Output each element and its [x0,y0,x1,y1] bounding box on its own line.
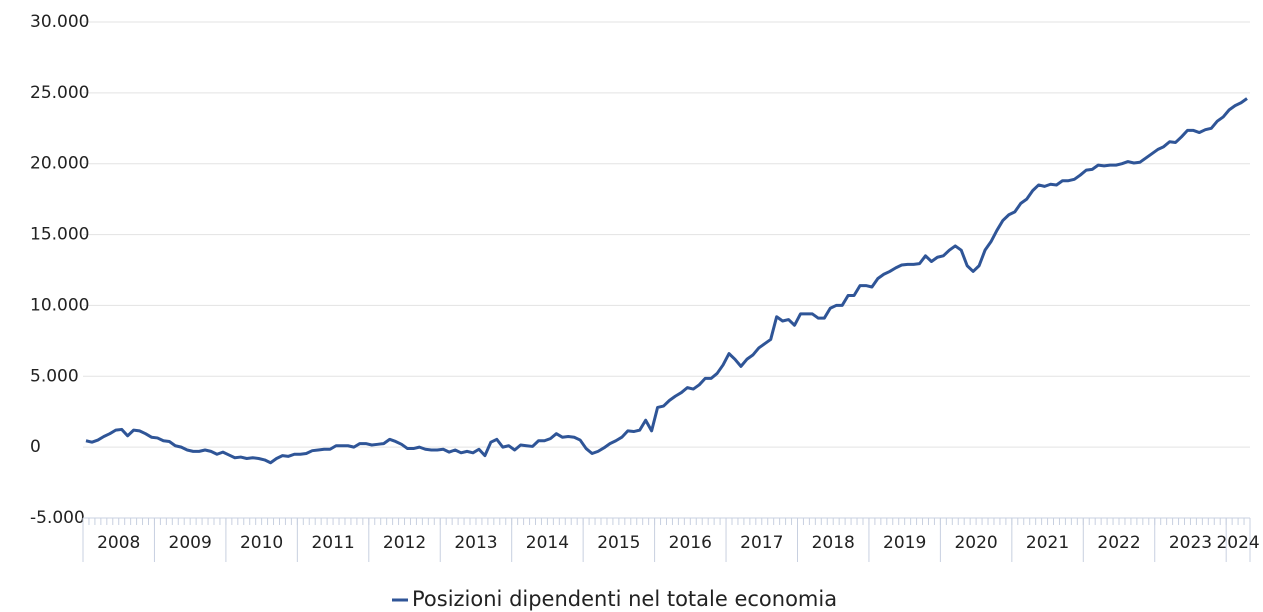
x-tick-label: 2009 [169,533,212,553]
x-tick-label: 2022 [1097,533,1140,553]
x-tick-label: 2020 [954,533,997,553]
data-line [85,97,1248,465]
y-tick-label: 20.000 [30,154,89,174]
x-tick-label: 2008 [97,533,140,553]
y-tick-label: 10.000 [30,295,89,315]
legend-label: Posizioni dipendenti nel totale economia [412,587,837,611]
x-tick-label: 2012 [383,533,426,553]
y-tick-label: 30.000 [30,12,89,32]
x-tick-label: 2018 [812,533,855,553]
y-tick-label: 15.000 [30,225,89,245]
x-tick-label: 2017 [740,533,783,553]
x-tick-label: 2019 [883,533,926,553]
x-tick-label: 2023 [1169,533,1212,553]
x-tick-label: 2016 [669,533,712,553]
y-tick-label: 25.000 [30,83,89,103]
x-tick-label: 2014 [526,533,569,553]
x-tick-label: 2011 [311,533,354,553]
x-tick-label: 2024 [1216,533,1259,553]
x-tick-label: 2021 [1026,533,1069,553]
y-tick-label: 5.000 [30,366,79,386]
x-tick-label: 2015 [597,533,640,553]
y-tick-label: -5.000 [30,508,85,528]
y-tick-label: 0 [30,437,41,457]
x-tick-label: 2010 [240,533,283,553]
x-tick-label: 2013 [454,533,497,553]
